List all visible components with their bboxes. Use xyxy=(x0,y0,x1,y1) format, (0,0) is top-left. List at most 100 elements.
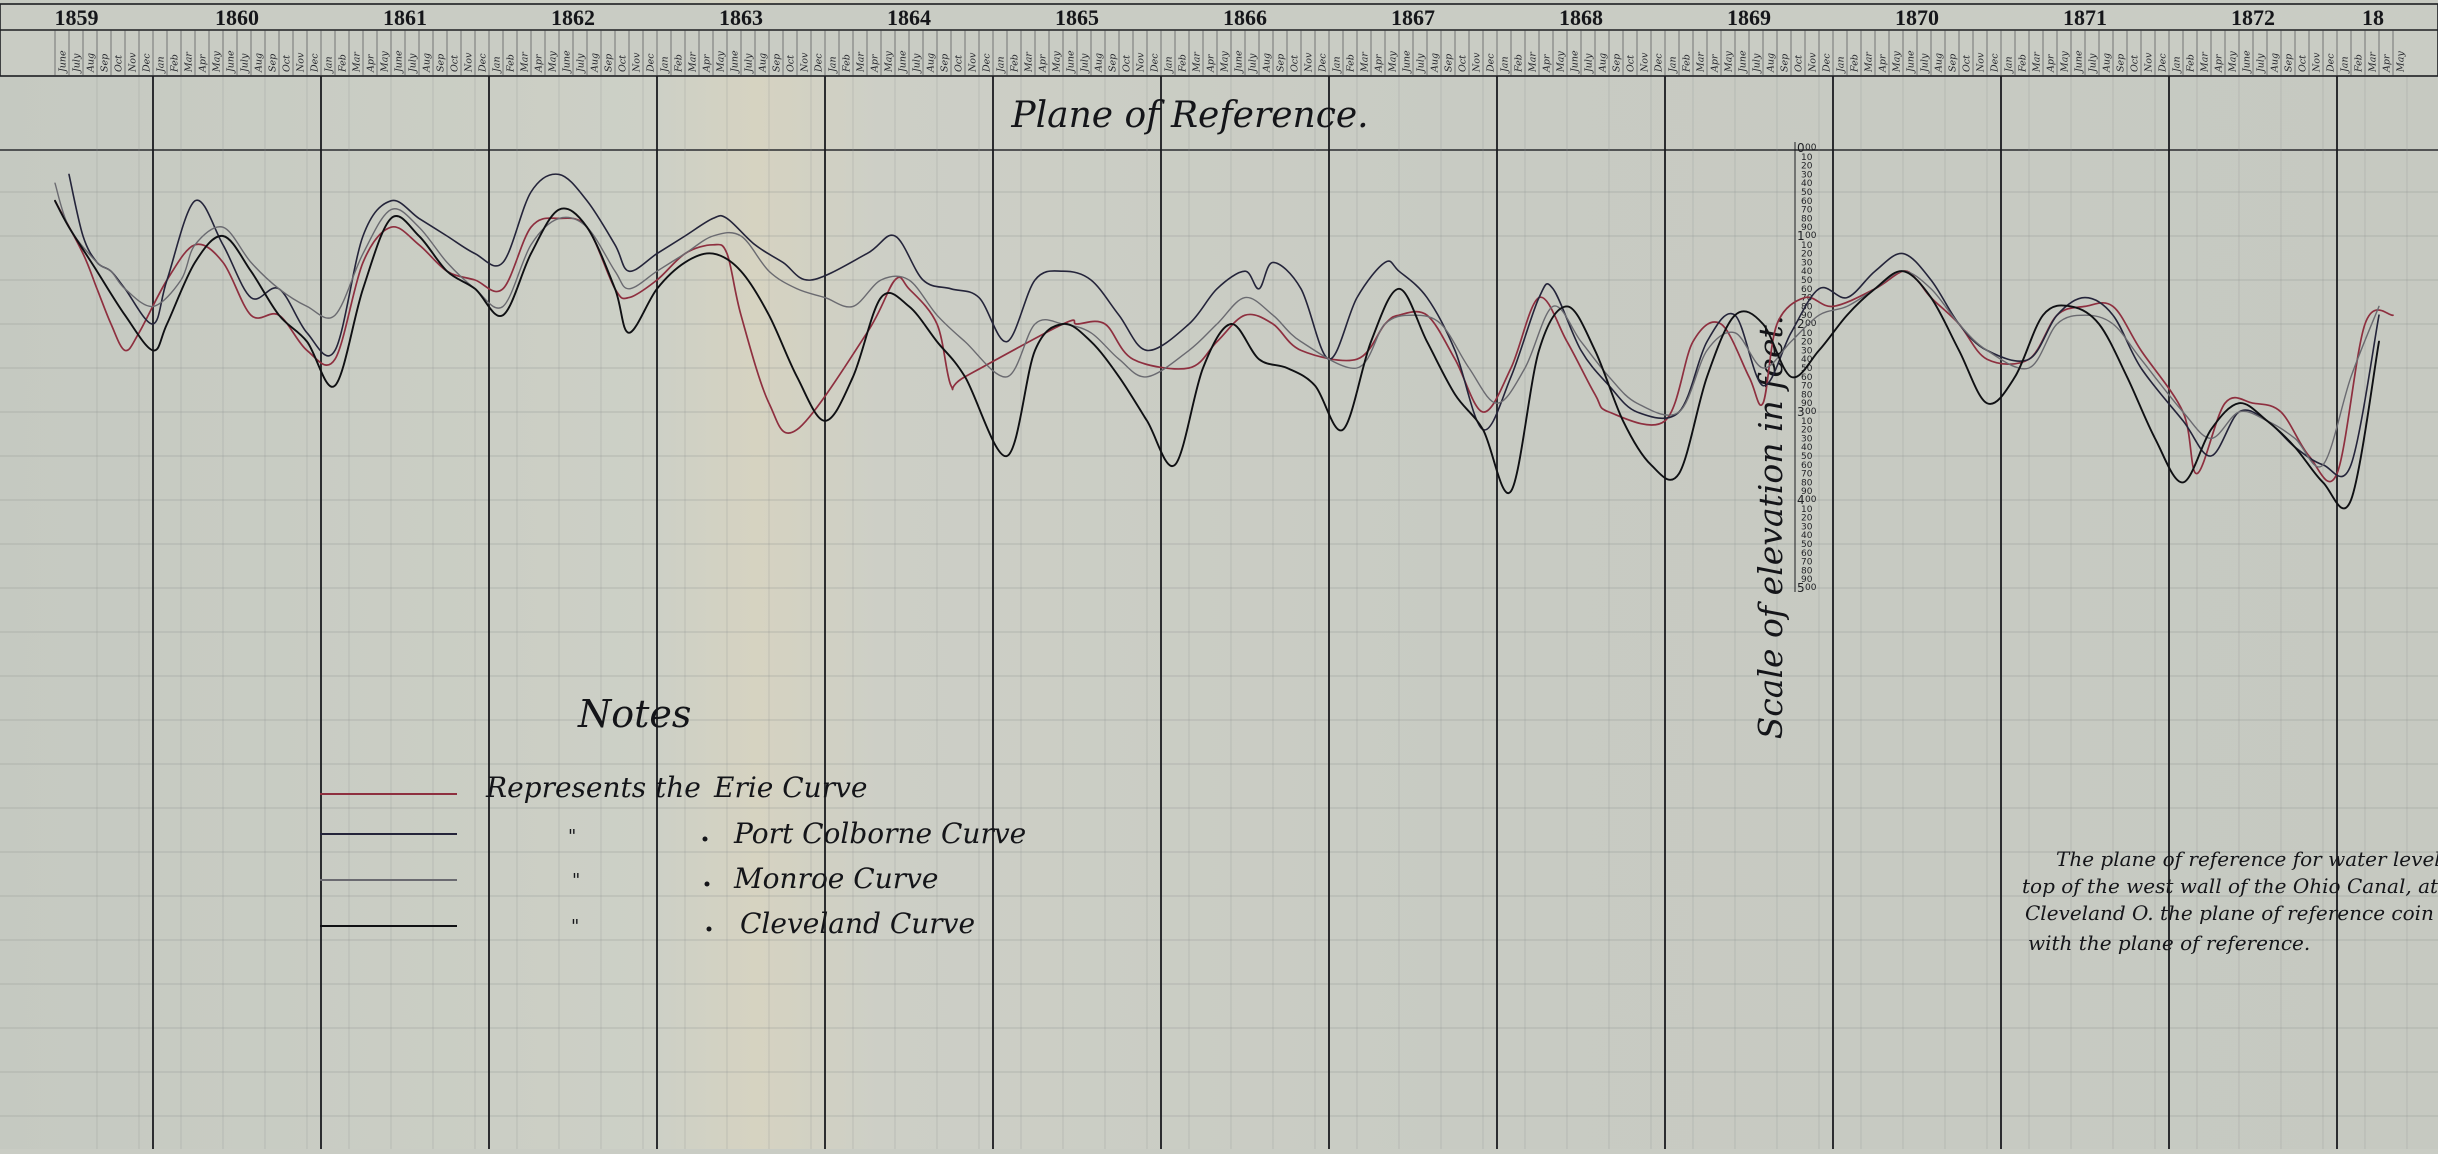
legend-ditto-3: " xyxy=(571,916,579,937)
month-label: June xyxy=(394,50,405,74)
month-label: Nov xyxy=(2312,52,2323,73)
month-label: Apr xyxy=(1878,53,1889,73)
month-label: May xyxy=(716,51,727,73)
month-label: May xyxy=(2396,51,2407,73)
month-label: Dec xyxy=(310,53,321,73)
y-minor-tick-label: 80 xyxy=(1801,566,1813,576)
month-label: Aug xyxy=(2270,53,2281,73)
annotation-line-1: The plane of reference for water level xyxy=(2056,847,2438,871)
year-label: 1861 xyxy=(383,5,427,30)
month-label: July xyxy=(576,53,587,74)
month-label: June xyxy=(1066,50,1077,74)
month-label: Feb xyxy=(1682,54,1693,73)
month-label: Apr xyxy=(534,53,545,73)
month-label: Sep xyxy=(1612,54,1623,72)
month-label: Oct xyxy=(1794,55,1805,72)
month-label: Feb xyxy=(170,54,181,73)
legend-label-monroe: Monroe Curve xyxy=(733,862,939,895)
month-label: Sep xyxy=(436,54,447,72)
y-minor-tick-label: 90 xyxy=(1801,399,1813,409)
y-minor-tick-label: 50 xyxy=(1801,276,1813,286)
month-label: Apr xyxy=(2214,53,2225,73)
year-label: 1864 xyxy=(887,5,931,30)
y-minor-tick-label: 90 xyxy=(1801,223,1813,233)
month-label: Dec xyxy=(1486,53,1497,73)
legend-dot-1 xyxy=(702,836,708,842)
legend-heading: Notes xyxy=(577,692,691,736)
month-label: June xyxy=(1738,50,1749,74)
y-minor-tick-label: 70 xyxy=(1801,206,1813,216)
y-minor-tick-label: 90 xyxy=(1801,575,1813,585)
month-label: May xyxy=(2060,51,2071,73)
month-label: Jan xyxy=(1668,56,1679,74)
year-label: 1869 xyxy=(1727,5,1771,30)
month-label: June xyxy=(730,50,741,74)
month-label: Oct xyxy=(1122,55,1133,72)
year-label: 1863 xyxy=(719,5,763,30)
month-label: Mar xyxy=(2368,51,2379,73)
legend-dot-3 xyxy=(706,926,712,932)
month-label: Nov xyxy=(1136,52,1147,73)
month-label: Jan xyxy=(1332,56,1343,74)
month-label: June xyxy=(898,50,909,74)
month-label: Mar xyxy=(1192,51,1203,73)
legend-label-erie: Erie Curve xyxy=(713,771,867,804)
y-major-tick-zero: 00 xyxy=(1805,407,1817,417)
annotation-line-4: with the plane of reference. xyxy=(2028,931,2310,955)
series-line-erie-curve xyxy=(54,199,2394,483)
year-label: 1859 xyxy=(55,5,99,30)
month-label: May xyxy=(884,51,895,73)
month-label: July xyxy=(240,53,251,74)
month-label: Jan xyxy=(660,56,671,74)
month-label: Dec xyxy=(1822,53,1833,73)
month-label: Oct xyxy=(1290,55,1301,72)
y-minor-tick-label: 90 xyxy=(1801,487,1813,497)
month-label: Sep xyxy=(1108,54,1119,72)
y-minor-tick-label: 10 xyxy=(1801,417,1813,427)
month-label: Oct xyxy=(786,55,797,72)
month-label: Apr xyxy=(1374,53,1385,73)
month-label: Oct xyxy=(450,55,461,72)
y-minor-tick-label: 40 xyxy=(1801,531,1813,541)
month-label: Nov xyxy=(1976,52,1987,73)
month-label: Jan xyxy=(996,56,1007,74)
y-minor-tick-label: 60 xyxy=(1801,285,1813,295)
y-minor-tick-label: 50 xyxy=(1801,188,1813,198)
month-label: Apr xyxy=(366,53,377,73)
legend-label-cleveland: Cleveland Curve xyxy=(740,907,975,940)
legend-ditto-1: " xyxy=(568,826,576,847)
month-label: Oct xyxy=(1626,55,1637,72)
month-label: Feb xyxy=(2018,54,2029,73)
month-label: Dec xyxy=(814,53,825,73)
year-label: 1862 xyxy=(551,5,595,30)
y-minor-tick-label: 30 xyxy=(1801,346,1813,356)
month-label: Sep xyxy=(1444,54,1455,72)
month-label: Apr xyxy=(870,53,881,73)
y-major-tick-zero: 00 xyxy=(1805,143,1817,153)
month-label: June xyxy=(1906,50,1917,74)
month-label: May xyxy=(1052,51,1063,73)
y-major-tick-zero: 00 xyxy=(1805,495,1817,505)
year-label: 1870 xyxy=(1895,5,1939,30)
y-minor-tick-label: 20 xyxy=(1801,338,1813,348)
month-label: Sep xyxy=(100,54,111,72)
y-minor-tick-label: 20 xyxy=(1801,250,1813,260)
month-label: Nov xyxy=(800,52,811,73)
month-label: Dec xyxy=(1318,53,1329,73)
month-label: Mar xyxy=(2200,51,2211,73)
month-label: Dec xyxy=(142,53,153,73)
y-major-tick-zero: 00 xyxy=(1805,231,1817,241)
month-label: Oct xyxy=(618,55,629,72)
month-label: July xyxy=(408,53,419,74)
series-line-monroe-curve xyxy=(54,182,2380,468)
month-label: Aug xyxy=(758,53,769,73)
month-label: Apr xyxy=(1710,53,1721,73)
month-label: May xyxy=(1220,51,1231,73)
month-label: Aug xyxy=(1766,53,1777,73)
month-label: July xyxy=(1416,53,1427,74)
y-minor-tick-label: 30 xyxy=(1801,258,1813,268)
y-minor-tick-label: 60 xyxy=(1801,549,1813,559)
month-label: July xyxy=(912,53,923,74)
y-minor-tick-label: 30 xyxy=(1801,170,1813,180)
